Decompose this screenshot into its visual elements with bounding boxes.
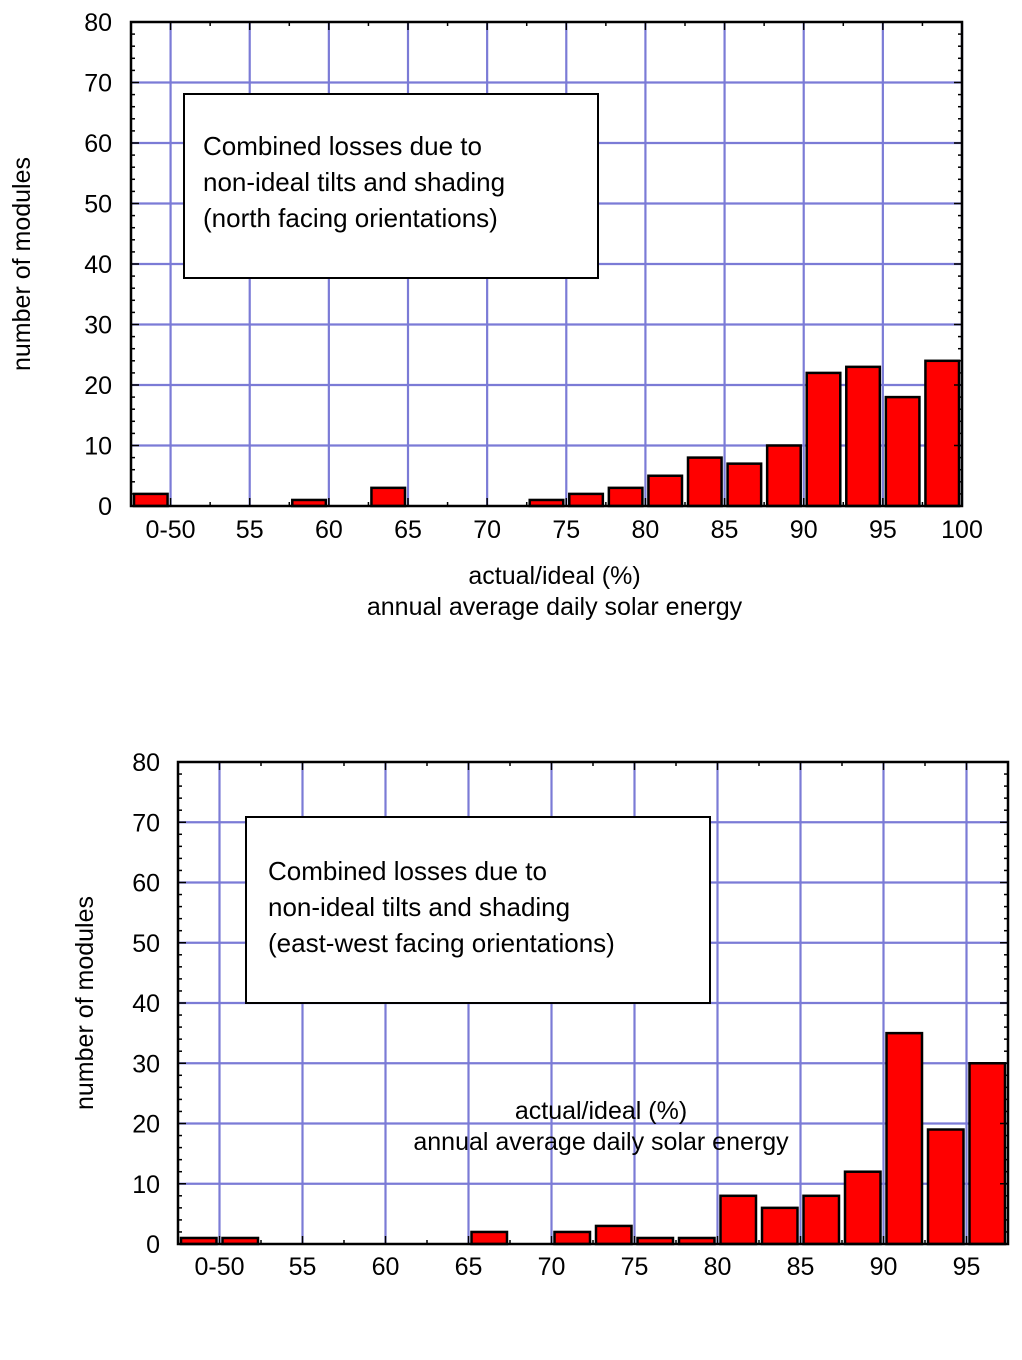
bar <box>553 1230 592 1246</box>
bar <box>594 1224 633 1246</box>
bar <box>686 456 723 508</box>
bar <box>924 359 961 508</box>
x-tick-label: 65 <box>455 1253 483 1281</box>
bar <box>802 1194 841 1246</box>
x-tick-label: 65 <box>394 516 422 544</box>
x-tick-label: 90 <box>870 1253 898 1281</box>
plot-frame <box>176 760 1010 1246</box>
y-tick-label: 60 <box>84 130 112 158</box>
plot-frame <box>129 20 964 508</box>
y-tick-label: 30 <box>132 1050 160 1078</box>
y-tick-label: 50 <box>84 191 112 219</box>
x-axis-label: annual average daily solar energy <box>413 1128 789 1156</box>
bar <box>760 1206 799 1246</box>
x-tick-label: 60 <box>372 1253 400 1281</box>
annotation-frame <box>183 93 599 279</box>
y-tick-label: 60 <box>132 870 160 898</box>
bar <box>470 1230 509 1246</box>
x-axis-label: actual/ideal (%) <box>515 1097 687 1125</box>
y-tick-label: 80 <box>84 9 112 37</box>
bar <box>843 1170 882 1246</box>
y-tick-label: 20 <box>132 1111 160 1139</box>
x-tick-label: 95 <box>953 1253 981 1281</box>
bar <box>968 1062 1007 1246</box>
y-tick-label: 10 <box>84 433 112 461</box>
annotation-frame <box>245 816 711 1004</box>
annotation-line: Combined losses due to <box>203 131 482 161</box>
annotation-line: non-ideal tilts and shading <box>203 167 505 197</box>
bar <box>805 371 842 508</box>
x-tick-label: 95 <box>869 516 897 544</box>
y-tick-label: 80 <box>132 749 160 777</box>
annotation-box: Combined losses due to non-ideal tilts an… <box>183 93 599 279</box>
x-tick-label: 55 <box>289 1253 317 1281</box>
x-tick-label: 90 <box>790 516 818 544</box>
x-tick-label: 85 <box>787 1253 815 1281</box>
y-axis-label: number of modules <box>8 157 36 371</box>
y-tick-label: 50 <box>132 930 160 958</box>
bar <box>370 486 407 508</box>
y-tick-label: 40 <box>84 251 112 279</box>
annotation-box: Combined losses due to non-ideal tilts an… <box>245 816 711 1004</box>
bar <box>647 474 684 508</box>
y-tick-label: 0 <box>98 493 112 521</box>
bar <box>568 492 605 508</box>
annotation-line: (east-west facing orientations) <box>268 928 615 958</box>
bar <box>884 395 921 508</box>
y-tick-label: 70 <box>84 70 112 98</box>
bar <box>765 444 802 508</box>
y-tick-label: 30 <box>84 312 112 340</box>
x-axis-label: annual average daily solar energy <box>367 593 743 621</box>
x-tick-label: 0-50 <box>194 1253 244 1281</box>
bar <box>926 1128 965 1246</box>
x-tick-label: 100 <box>941 516 983 544</box>
x-tick-label: 80 <box>704 1253 732 1281</box>
x-tick-label: 80 <box>632 516 660 544</box>
bar <box>132 492 169 508</box>
x-tick-label: 70 <box>473 516 501 544</box>
bar <box>726 462 763 508</box>
y-tick-label: 0 <box>146 1231 160 1259</box>
bar <box>885 1031 924 1246</box>
bar <box>719 1194 758 1246</box>
y-tick-label: 20 <box>84 372 112 400</box>
y-axis-label: number of modules <box>71 896 99 1110</box>
x-tick-label: 85 <box>711 516 739 544</box>
x-tick-label: 75 <box>621 1253 649 1281</box>
x-tick-label: 0-50 <box>146 516 196 544</box>
y-tick-label: 10 <box>132 1171 160 1199</box>
chart-east-west-facing: 010203040506070800-505560657075808590951… <box>71 749 1010 1281</box>
y-tick-label: 70 <box>132 809 160 837</box>
annotation-line: non-ideal tilts and shading <box>268 892 570 922</box>
bar <box>607 486 644 508</box>
annotation-line: (north facing orientations) <box>203 203 498 233</box>
bar <box>845 365 882 508</box>
y-tick-label: 40 <box>132 990 160 1018</box>
x-axis-label: actual/ideal (%) <box>468 562 640 590</box>
x-tick-label: 55 <box>236 516 264 544</box>
annotation-line: Combined losses due to <box>268 856 547 886</box>
x-tick-label: 60 <box>315 516 343 544</box>
x-tick-label: 75 <box>552 516 580 544</box>
x-tick-label: 70 <box>538 1253 566 1281</box>
chart-north-facing: 0 10 20 30 40 50 60 70 80 0-50 55 60 65 70 75 80 85 90 95 1… <box>8 9 983 621</box>
